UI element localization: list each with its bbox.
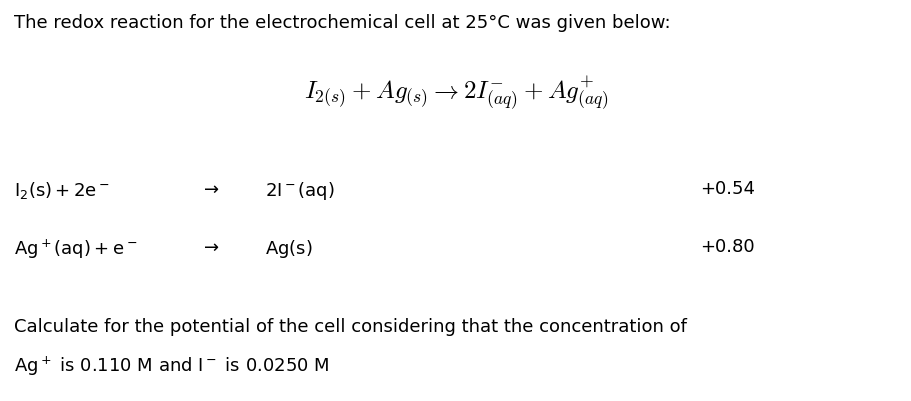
Text: The redox reaction for the electrochemical cell at 25°C was given below:: The redox reaction for the electrochemic…	[14, 14, 670, 32]
Text: $\rightarrow$: $\rightarrow$	[200, 238, 220, 256]
Text: $I_{2(s)} + Ag_{(s)} \rightarrow 2I^{-}_{(aq)} + Ag^{+}_{(aq)}$: $I_{2(s)} + Ag_{(s)} \rightarrow 2I^{-}_…	[303, 75, 608, 112]
Text: $\mathsf{I_2(s) + 2e^-}$: $\mathsf{I_2(s) + 2e^-}$	[14, 180, 110, 201]
Text: $\rightarrow$: $\rightarrow$	[200, 180, 220, 198]
Text: +0.54: +0.54	[700, 180, 754, 198]
Text: $\mathsf{Ag^+(aq) + e^-}$: $\mathsf{Ag^+(aq) + e^-}$	[14, 238, 138, 261]
Text: Calculate for the potential of the cell considering that the concentration of: Calculate for the potential of the cell …	[14, 318, 686, 336]
Text: $\mathsf{Ag^+}$ is 0.110 M and $\mathsf{I^-}$ is 0.0250 M: $\mathsf{Ag^+}$ is 0.110 M and $\mathsf{…	[14, 355, 329, 378]
Text: $\mathsf{Ag(s)}$: $\mathsf{Ag(s)}$	[265, 238, 312, 260]
Text: +0.80: +0.80	[700, 238, 753, 256]
Text: $\mathsf{2I^-(aq)}$: $\mathsf{2I^-(aq)}$	[265, 180, 334, 202]
